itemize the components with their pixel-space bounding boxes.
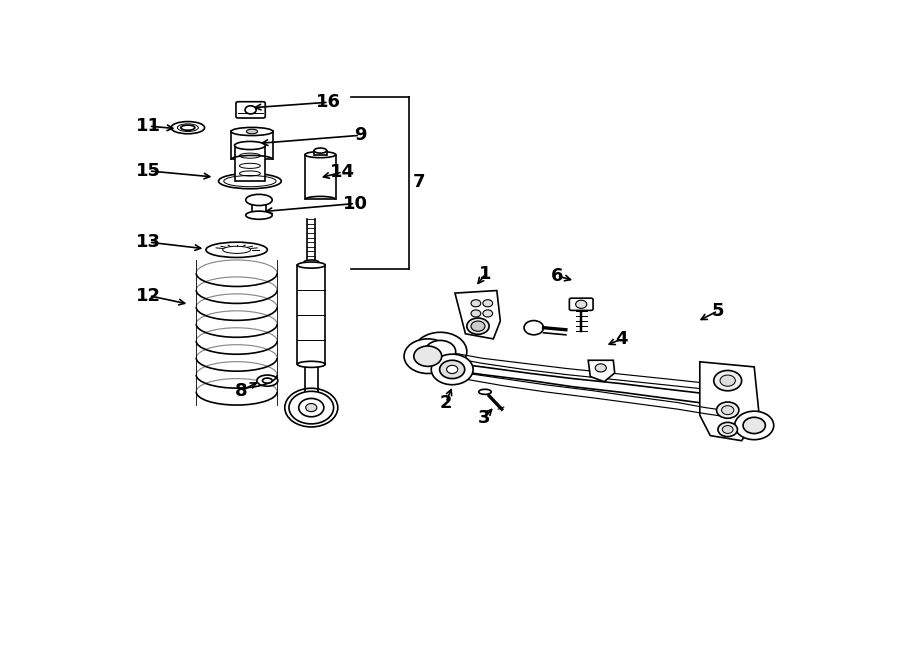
Circle shape xyxy=(299,399,324,417)
Circle shape xyxy=(734,411,774,440)
Bar xyxy=(305,155,336,200)
Bar xyxy=(252,200,266,215)
Text: 14: 14 xyxy=(330,163,356,181)
Bar xyxy=(303,262,319,266)
Polygon shape xyxy=(455,291,500,339)
Circle shape xyxy=(471,310,481,317)
Ellipse shape xyxy=(297,362,325,368)
Circle shape xyxy=(467,318,490,334)
Ellipse shape xyxy=(247,129,257,134)
Circle shape xyxy=(722,406,734,414)
Bar xyxy=(231,132,273,159)
Circle shape xyxy=(524,321,544,335)
Ellipse shape xyxy=(263,378,272,383)
Circle shape xyxy=(716,402,739,418)
Ellipse shape xyxy=(479,389,491,395)
Bar xyxy=(314,151,327,155)
Ellipse shape xyxy=(181,125,194,130)
Ellipse shape xyxy=(305,151,336,158)
Ellipse shape xyxy=(219,173,282,189)
Ellipse shape xyxy=(314,148,327,153)
Circle shape xyxy=(483,310,492,317)
Circle shape xyxy=(471,321,485,331)
Text: 16: 16 xyxy=(316,93,341,111)
Bar xyxy=(305,364,318,395)
Circle shape xyxy=(245,106,256,114)
Ellipse shape xyxy=(246,194,272,206)
Text: 1: 1 xyxy=(480,265,492,283)
Bar xyxy=(235,145,266,181)
Polygon shape xyxy=(589,360,615,381)
Polygon shape xyxy=(700,362,759,441)
Text: 13: 13 xyxy=(136,233,161,251)
Ellipse shape xyxy=(297,262,325,268)
Circle shape xyxy=(289,391,334,424)
Text: 8: 8 xyxy=(235,382,248,400)
Circle shape xyxy=(439,360,464,379)
Ellipse shape xyxy=(303,260,319,265)
Circle shape xyxy=(723,426,734,434)
Text: 11: 11 xyxy=(136,117,161,135)
Text: 3: 3 xyxy=(477,409,490,427)
Text: 5: 5 xyxy=(712,302,724,320)
Circle shape xyxy=(743,417,765,434)
Text: 4: 4 xyxy=(616,330,628,348)
Circle shape xyxy=(431,354,473,385)
Circle shape xyxy=(718,422,737,437)
Ellipse shape xyxy=(235,141,266,149)
Circle shape xyxy=(306,403,317,412)
Text: 15: 15 xyxy=(136,162,161,180)
Circle shape xyxy=(414,332,467,371)
Text: 12: 12 xyxy=(136,287,161,305)
Ellipse shape xyxy=(256,375,278,386)
Ellipse shape xyxy=(231,128,273,136)
Circle shape xyxy=(483,299,492,307)
FancyBboxPatch shape xyxy=(236,102,266,118)
Ellipse shape xyxy=(246,211,272,219)
Circle shape xyxy=(404,339,452,373)
Circle shape xyxy=(446,366,458,373)
Bar xyxy=(297,265,325,364)
Text: 9: 9 xyxy=(354,126,366,144)
Circle shape xyxy=(471,299,481,307)
Text: 10: 10 xyxy=(343,194,368,212)
Circle shape xyxy=(714,370,742,391)
Text: 7: 7 xyxy=(413,173,426,191)
Ellipse shape xyxy=(206,242,267,257)
Text: 6: 6 xyxy=(551,267,563,285)
Circle shape xyxy=(425,340,455,363)
FancyBboxPatch shape xyxy=(570,298,593,311)
Text: 2: 2 xyxy=(440,393,452,412)
Circle shape xyxy=(414,346,442,366)
Ellipse shape xyxy=(171,122,204,134)
Circle shape xyxy=(720,375,735,386)
Circle shape xyxy=(576,300,587,308)
Circle shape xyxy=(595,364,607,372)
